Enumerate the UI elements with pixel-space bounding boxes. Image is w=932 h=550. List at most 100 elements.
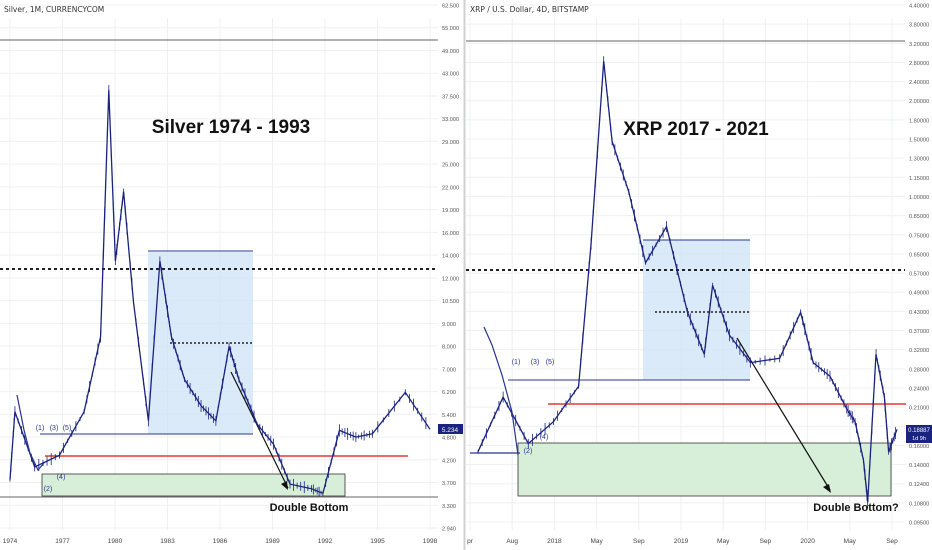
y-tick-label: 2.80000 (909, 61, 929, 67)
y-tick-label: 0.14000 (909, 463, 929, 469)
y-tick-label: 0.43000 (909, 310, 929, 316)
y-tick-label: 0.57000 (909, 272, 929, 278)
y-tick-label: 1.30000 (909, 157, 929, 163)
silver-wave-label-3: (3) (50, 425, 59, 432)
x-tick-label: 1980 (108, 538, 123, 545)
y-tick-label: 0.37000 (909, 329, 929, 335)
silver-price-tag-bg (438, 424, 463, 434)
silver-wave-line (16, 394, 45, 472)
xrp-x-axis: pr Aug 2018 May Sep 2019 May Sep 2020 May Sep (467, 538, 898, 545)
y-tick-label: 1.50000 (909, 138, 929, 144)
y-tick-label: 33.000 (442, 117, 459, 123)
silver-arrowhead (281, 481, 288, 490)
y-tick-label: 14.000 (442, 254, 459, 260)
y-tick-label: 4.200 (442, 458, 456, 464)
x-tick-label: May (844, 538, 857, 545)
y-tick-label: 25.000 (442, 163, 459, 169)
x-tick-label: 1998 (423, 538, 438, 545)
y-tick-label: 0.24000 (909, 386, 929, 392)
y-tick-label: 2.940 (442, 527, 456, 533)
xrp-price-tag-sub: 1d 9h (912, 436, 926, 442)
x-tick-label: 1983 (160, 538, 175, 545)
xrp-candles (477, 56, 898, 509)
silver-x-axis: 1974 1977 1980 1983 1986 1989 1992 1995 1998 (3, 538, 438, 545)
y-tick-label: 0.85000 (909, 214, 929, 220)
y-tick-label: 7.000 (442, 367, 456, 373)
silver-header: Silver, 1M, CURRENCYCOM (4, 5, 104, 14)
x-tick-label: 2019 (674, 538, 689, 545)
xrp-wave-label-1: (1) (512, 359, 521, 366)
y-tick-label: 16.000 (442, 231, 459, 237)
xrp-green-box (517, 442, 892, 497)
y-tick-label: 0.21000 (909, 406, 929, 412)
x-tick-label: Sep (633, 538, 645, 545)
y-tick-label: 2.40000 (909, 80, 929, 86)
y-tick-label: 0.49000 (909, 291, 929, 297)
y-tick-label: 0.10800 (909, 501, 929, 507)
x-tick-label: 1989 (265, 538, 280, 545)
y-tick-label: 3.80000 (909, 23, 929, 29)
silver-candles (9, 85, 431, 497)
x-tick-label: May (590, 538, 603, 545)
x-tick-label: Sep (760, 538, 772, 545)
y-tick-label: 55.000 (442, 26, 459, 32)
xrp-price-tag: 0.18887 (908, 428, 930, 434)
y-tick-label: 10.500 (442, 299, 459, 305)
y-tick-label: 3.700 (442, 481, 456, 487)
y-tick-label: 43.000 (442, 72, 459, 78)
y-tick-label: 4.800 (442, 436, 456, 442)
y-tick-label: 37.500 (442, 94, 459, 100)
silver-price-tag: 5.234 (442, 427, 459, 434)
silver-wave-label-1: (1) (36, 425, 45, 432)
y-tick-label: 22.000 (442, 185, 459, 191)
y-tick-label: 0.28000 (909, 367, 929, 373)
xrp-blue-box (643, 240, 750, 380)
y-tick-label: 49.000 (442, 49, 459, 55)
x-tick-label: 1992 (318, 538, 333, 545)
x-tick-label: Aug (506, 538, 518, 545)
x-tick-label: 1986 (213, 538, 228, 545)
silver-wave-label-2: (2) (44, 486, 53, 493)
silver-blue-box (148, 252, 253, 434)
xrp-wave-label-2: (2) (524, 448, 533, 455)
silver-annotation-title: Silver 1974 - 1993 (152, 117, 310, 138)
y-tick-label: 1.80000 (909, 118, 929, 124)
xrp-header: XRP / U.S. Dollar, 4D, BITSTAMP (470, 5, 589, 14)
y-tick-label: 62.500 (442, 4, 459, 10)
x-tick-label: May (717, 538, 730, 545)
y-tick-label: 19.000 (442, 208, 459, 214)
y-tick-label: 0.09500 (909, 521, 929, 527)
y-tick-label: 12.000 (442, 276, 459, 282)
silver-y-axis: 62.500 55.000 49.000 43.000 37.500 33.000 29.0… (442, 4, 459, 533)
x-tick-label: 2020 (800, 538, 815, 545)
xrp-wave-label-3: (3) (531, 359, 540, 366)
xrp-price-tag-bg (906, 425, 932, 443)
y-tick-label: 0.65000 (909, 252, 929, 258)
y-tick-label: 1.15000 (909, 176, 929, 182)
x-tick-label: 1977 (55, 538, 70, 545)
silver-wave-label-4: (4) (57, 474, 66, 481)
x-tick-label: 1974 (3, 538, 18, 545)
y-tick-label: 3.300 (442, 504, 456, 510)
xrp-arrowhead (823, 484, 831, 493)
y-tick-label: 6.200 (442, 390, 456, 396)
x-tick-label: 2018 (547, 538, 562, 545)
silver-wave-label-5: (5) (63, 425, 72, 432)
y-tick-label: 0.75000 (909, 233, 929, 239)
y-tick-label: 5.400 (442, 413, 456, 419)
y-tick-label: 29.000 (442, 140, 459, 146)
xrp-pattern-label: Double Bottom? (813, 502, 899, 514)
y-tick-label: 0.12400 (909, 482, 929, 488)
y-tick-label: 4.40000 (909, 4, 929, 10)
y-tick-label: 0.32000 (909, 348, 929, 354)
x-tick-label: 1995 (370, 538, 385, 545)
xrp-wave-label-5: (5) (546, 359, 555, 366)
silver-pattern-label: Double Bottom (270, 502, 349, 514)
y-tick-label: 3.20000 (909, 42, 929, 48)
y-tick-label: 9.000 (442, 322, 456, 328)
xrp-annotation-title: XRP 2017 - 2021 (623, 119, 769, 140)
y-tick-label: 1.00000 (909, 195, 929, 201)
y-tick-label: 2.00000 (909, 99, 929, 105)
x-tick-label: Sep (886, 538, 898, 545)
